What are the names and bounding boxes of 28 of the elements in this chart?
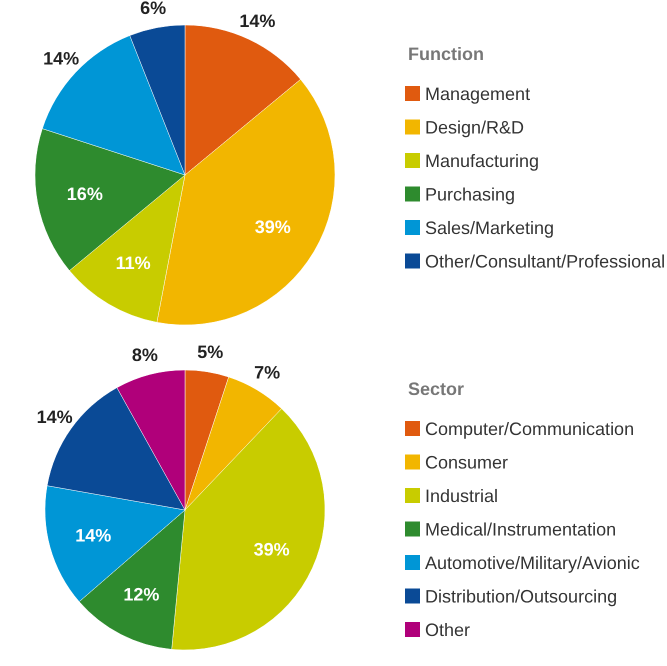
- data-label: 14%: [75, 525, 112, 546]
- legend-label: Other/Consultant/Professional: [425, 252, 666, 272]
- legend-label: Distribution/Outsourcing: [425, 586, 618, 606]
- data-label: 16%: [66, 184, 103, 204]
- data-label: 39%: [254, 216, 291, 237]
- data-label: 39%: [254, 540, 290, 560]
- legend-label: Other: [425, 620, 470, 640]
- legend-label: Consumer: [425, 452, 508, 472]
- data-label: 11%: [116, 252, 151, 273]
- legend-label: Management: [425, 84, 530, 104]
- legend-label: Medical/Instrumentation: [425, 520, 616, 540]
- data-label: 14%: [239, 11, 276, 32]
- data-label: 6%: [140, 0, 166, 18]
- legend-title: Sector: [408, 379, 464, 399]
- legend-label: Sales/Marketing: [425, 218, 554, 238]
- data-label: 5%: [197, 342, 224, 362]
- legend-label: Industrial: [425, 486, 498, 506]
- data-label: 12%: [123, 584, 160, 605]
- legend-label: Manufacturing: [425, 151, 540, 171]
- data-label: 8%: [132, 345, 158, 366]
- legend-label: Automotive/Military/Avionic: [425, 553, 640, 573]
- legend-title: Function: [408, 44, 484, 64]
- legend-label: Design/R&D: [425, 118, 524, 138]
- legend-label: Purchasing: [425, 184, 516, 204]
- data-label: 14%: [43, 48, 80, 69]
- data-label: 7%: [254, 362, 280, 383]
- data-label: 14%: [36, 407, 73, 428]
- legend-label: Computer/Communication: [425, 419, 634, 439]
